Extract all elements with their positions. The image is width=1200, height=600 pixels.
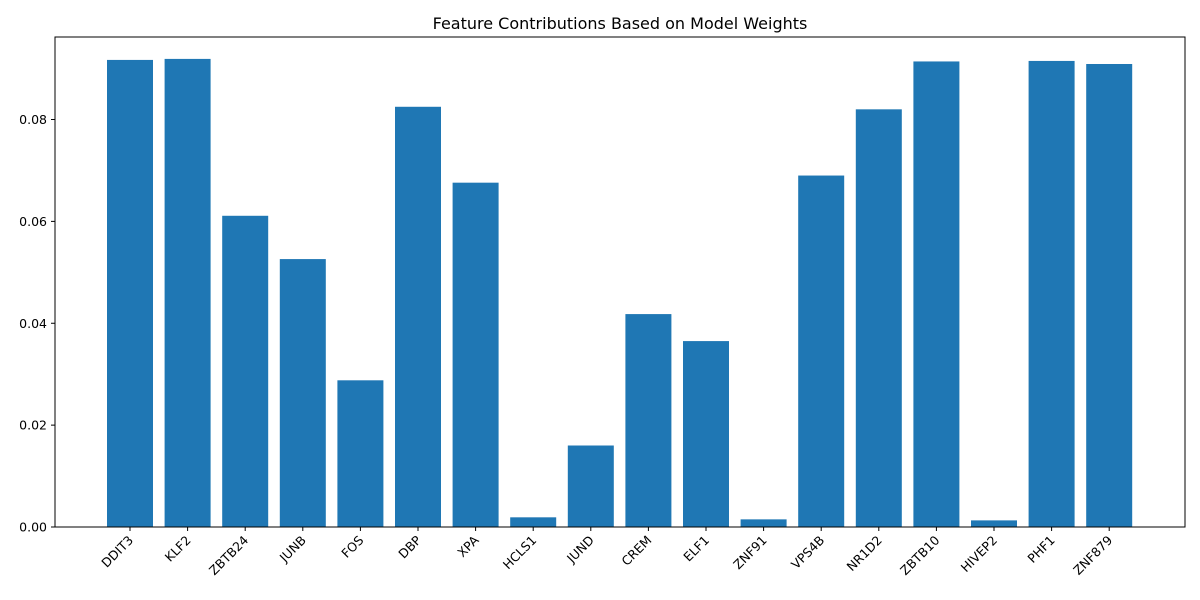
x-tick-label: FOS — [338, 532, 366, 560]
x-tick-label: CREM — [618, 533, 654, 569]
bar-znf91 — [740, 519, 787, 527]
x-tick-label: KLF2 — [162, 533, 194, 565]
bar-fos — [337, 380, 384, 527]
bar-zbtb10 — [913, 61, 960, 527]
y-tick-label: 0.06 — [19, 214, 47, 229]
x-tick-label: ZNF91 — [730, 533, 770, 573]
y-tick-label: 0.08 — [19, 112, 47, 127]
y-axis: 0.00 0.02 0.04 0.06 0.08 — [19, 112, 55, 535]
bar-phf1 — [1028, 60, 1075, 528]
bars-group — [107, 58, 1133, 528]
bar-elf1 — [683, 341, 729, 527]
bar-crem — [625, 314, 672, 527]
bar-nr1d2 — [855, 109, 902, 527]
x-tick-label: HIVEP2 — [958, 533, 1000, 575]
y-tick-label: 0.04 — [19, 316, 47, 331]
bar-vps4b — [798, 175, 845, 528]
x-tick-label: HCLS1 — [500, 533, 540, 573]
bar-xpa — [452, 182, 499, 528]
bar-ddit3 — [107, 59, 153, 528]
bar-klf2 — [164, 58, 211, 528]
x-tick-label: ZNF879 — [1070, 532, 1115, 577]
plot-frame — [54, 36, 1186, 528]
y-tick-label: 0.00 — [19, 520, 47, 535]
bar-hcls1 — [510, 517, 557, 527]
x-tick-label: DDIT3 — [98, 533, 136, 571]
bar-jund — [567, 445, 614, 527]
x-tick-label: ZBTB24 — [206, 532, 251, 577]
x-tick-label: VPS4B — [788, 533, 827, 572]
bar-dbp — [395, 106, 441, 527]
x-tick-label: ELF1 — [680, 533, 712, 565]
x-tick-label: ZBTB10 — [897, 532, 942, 577]
bar-hivep2 — [971, 520, 1017, 527]
x-tick-label: NR1D2 — [844, 533, 885, 574]
x-tick-label: JUND — [563, 533, 597, 567]
chart-title: Feature Contributions Based on Model Wei… — [433, 14, 808, 33]
bar-zbtb24 — [222, 215, 269, 527]
x-tick-label: PHF1 — [1024, 533, 1057, 566]
bar-znf879 — [1086, 63, 1133, 527]
x-tick-label: DBP — [395, 532, 424, 561]
y-tick-label: 0.02 — [19, 418, 47, 433]
x-tick-label: XPA — [454, 532, 482, 560]
x-tick-label: JUNB — [276, 533, 309, 566]
x-axis: DDIT3 KLF2 ZBTB24 JUNB FOS DBP XPA HCLS1 JUND CRE… — [98, 527, 1115, 578]
bar-junb — [279, 259, 326, 527]
